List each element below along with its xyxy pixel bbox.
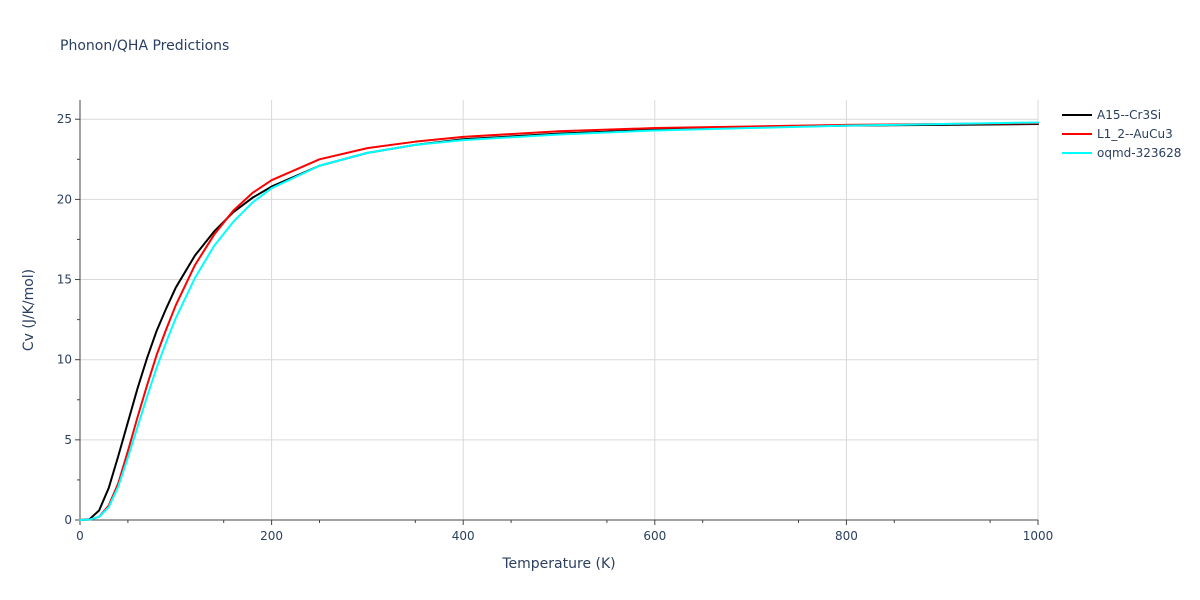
y-tick-label: 20 [57, 192, 72, 206]
series-line-l1-2-aucu3 [79, 122, 1039, 521]
legend[interactable]: A15--Cr3Si L1_2--AuCu3 oqmd-323628 [1062, 108, 1181, 160]
y-axis-title: Cv (J/K/mol) [21, 269, 37, 351]
tick-label-layer: 0 200 400 600 800 1000 0 5 10 15 20 25 [57, 112, 1054, 543]
legend-item-l1-2-aucu3[interactable]: L1_2--AuCu3 [1062, 127, 1173, 141]
legend-label: L1_2--AuCu3 [1097, 127, 1173, 141]
y-tick-label: 5 [64, 433, 72, 447]
x-tick-label: 800 [835, 529, 858, 543]
series-line-oqmd-323628 [79, 121, 1039, 521]
y-tick-label: 25 [57, 112, 72, 126]
x-axis-title: Temperature (K) [501, 556, 615, 572]
x-tick-label: 1000 [1023, 529, 1054, 543]
chart-title: Phonon/QHA Predictions [60, 38, 229, 54]
x-tick-label: 200 [260, 529, 283, 543]
y-tick-label: 10 [57, 353, 72, 367]
series-line-a15-cr3si [79, 123, 1039, 521]
legend-label: oqmd-323628 [1097, 146, 1181, 160]
x-tick-label: 400 [452, 529, 475, 543]
axis-layer [75, 100, 1039, 525]
x-tick-label: 600 [643, 529, 666, 543]
legend-label: A15--Cr3Si [1097, 108, 1161, 122]
y-tick-label: 0 [64, 513, 72, 527]
legend-item-oqmd-323628[interactable]: oqmd-323628 [1062, 146, 1181, 160]
x-tick-label: 0 [76, 529, 84, 543]
grid-layer [80, 100, 1039, 520]
legend-item-a15-cr3si[interactable]: A15--Cr3Si [1062, 108, 1161, 122]
series-layer [79, 121, 1039, 521]
y-tick-label: 15 [57, 273, 72, 287]
